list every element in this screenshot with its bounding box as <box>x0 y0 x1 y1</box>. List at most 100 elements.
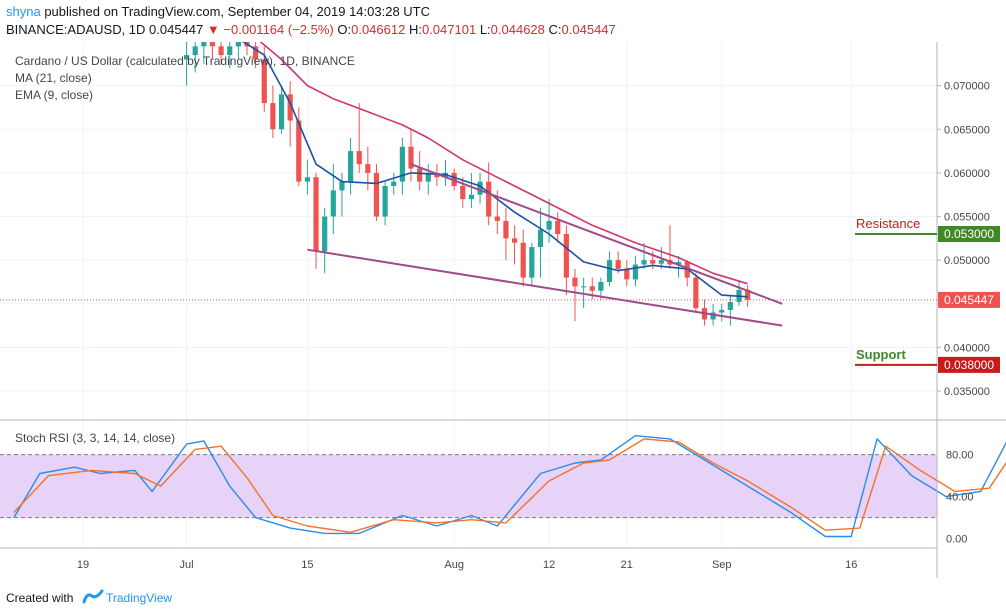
candlestick-series <box>183 42 751 326</box>
candle-down <box>218 42 224 64</box>
candle-up <box>382 181 388 226</box>
candle-up <box>278 85 285 134</box>
upper-trendline <box>410 163 783 305</box>
candle-down <box>555 212 561 243</box>
author-name[interactable]: shyna <box>6 4 41 19</box>
candle-body <box>322 216 328 252</box>
candle-body <box>477 181 483 195</box>
candle-body <box>399 146 405 182</box>
candle-up <box>322 207 328 274</box>
candle-body <box>278 94 285 130</box>
candle-body <box>710 312 716 320</box>
candle-body <box>227 46 233 56</box>
candle-body <box>606 260 613 282</box>
price-change: −0.001164 (−2.5%) <box>223 22 334 37</box>
candle-body <box>287 94 293 121</box>
time-tick-label: Aug <box>444 559 464 571</box>
chart-canvas[interactable]: 0.070000 0.065000 0.060000 0.055000 0.050000… <box>0 42 1006 585</box>
time-tick-label: 16 <box>845 559 857 571</box>
legend-ma[interactable]: MA (21, close) <box>15 71 92 85</box>
time-tick-label: Jul <box>180 559 194 571</box>
ohlc-low-value: 0.044628 <box>490 22 545 37</box>
candle-down <box>270 85 276 138</box>
level-annotations: Resistance 0.053000 Support 0.038000 0.0… <box>0 216 1000 373</box>
candle-body <box>745 289 751 300</box>
candle-body <box>598 281 604 291</box>
candle-up <box>537 207 544 278</box>
candle-body <box>373 172 380 217</box>
resistance-price-tag <box>938 225 1000 242</box>
candle-up <box>235 42 241 60</box>
candle-down <box>503 207 509 261</box>
candle-up <box>632 255 639 287</box>
indicator-overlays <box>13 42 1006 538</box>
candle-down <box>460 177 466 208</box>
candle-body <box>218 46 224 56</box>
candle-body <box>201 42 207 47</box>
candle-body <box>235 42 241 47</box>
candle-down <box>615 251 621 274</box>
candle-body <box>209 42 216 47</box>
candle-up <box>468 172 475 208</box>
candle-body <box>589 286 595 291</box>
stoch-rsi-d-line <box>13 438 1006 533</box>
chart-legend: Cardano / US Dollar (calculated by Tradi… <box>15 54 355 445</box>
candle-body <box>650 260 656 264</box>
candle-body <box>261 59 267 104</box>
ohlc-high-value: 0.047101 <box>421 22 477 37</box>
symbol-line: BINANCE:ADAUSD, 1D 0.045447 ▼ −0.001164 … <box>6 22 616 37</box>
main-overlays <box>242 42 783 327</box>
candle-down <box>261 46 267 112</box>
candle-up <box>641 242 647 269</box>
ohlc-open-value: 0.046612 <box>351 22 406 37</box>
candle-down <box>209 42 216 60</box>
candle-body <box>546 220 552 230</box>
candle-down <box>417 151 423 191</box>
candle-up <box>339 172 345 217</box>
time-tick-label: 21 <box>621 559 633 571</box>
ohlc-open-label: O: <box>337 22 352 37</box>
candle-body <box>183 55 190 60</box>
rsi-legend-title[interactable]: Stoch RSI (3, 3, 14, 14, close) <box>15 431 175 445</box>
legend-ema[interactable]: EMA (9, close) <box>15 88 93 102</box>
tradingview-brand-link[interactable]: TradingView <box>106 591 173 605</box>
legend-title: Cardano / US Dollar (calculated by Tradi… <box>15 54 355 68</box>
candle-body <box>555 220 561 234</box>
tradingview-logo-icon[interactable] <box>82 588 104 606</box>
candle-body <box>520 242 526 278</box>
last-price-tag <box>938 291 1000 308</box>
published-text: published on TradingView.com, September … <box>44 4 430 19</box>
candle-body <box>391 181 397 186</box>
candle-body <box>581 286 587 288</box>
candle-body <box>537 229 544 248</box>
resistance-text: Resistance <box>856 216 920 231</box>
candle-up <box>347 137 354 195</box>
candle-body <box>460 185 466 200</box>
candle-body <box>408 146 414 169</box>
candle-body <box>624 268 630 280</box>
candle-down <box>693 273 699 313</box>
candle-body <box>382 185 388 217</box>
time-tick-label: 12 <box>543 559 555 571</box>
time-axis-ticks[interactable]: 19 Jul 15 Aug 12 21 Sep 16 <box>77 559 857 571</box>
candle-body <box>425 172 431 182</box>
stoch-rsi-band <box>0 454 937 519</box>
rsi-tick-label: 80.00 <box>946 450 974 462</box>
candle-body <box>719 309 725 313</box>
candle-down <box>434 164 440 186</box>
ohlc-close-value: 0.045447 <box>561 22 616 37</box>
candle-up <box>201 42 207 64</box>
candle-body <box>347 151 354 182</box>
candle-up <box>675 255 682 278</box>
candle-up <box>425 164 431 195</box>
candle-body <box>615 260 621 269</box>
support-price-value: 0.038000 <box>944 358 994 372</box>
price-tick-label: 0.065000 <box>944 124 990 136</box>
ma21-line <box>259 42 748 285</box>
candle-up <box>719 303 725 322</box>
candle-body <box>304 177 311 182</box>
candle-down <box>287 81 293 147</box>
candle-down <box>563 225 569 296</box>
candle-up <box>399 137 405 195</box>
candle-body <box>468 194 475 200</box>
